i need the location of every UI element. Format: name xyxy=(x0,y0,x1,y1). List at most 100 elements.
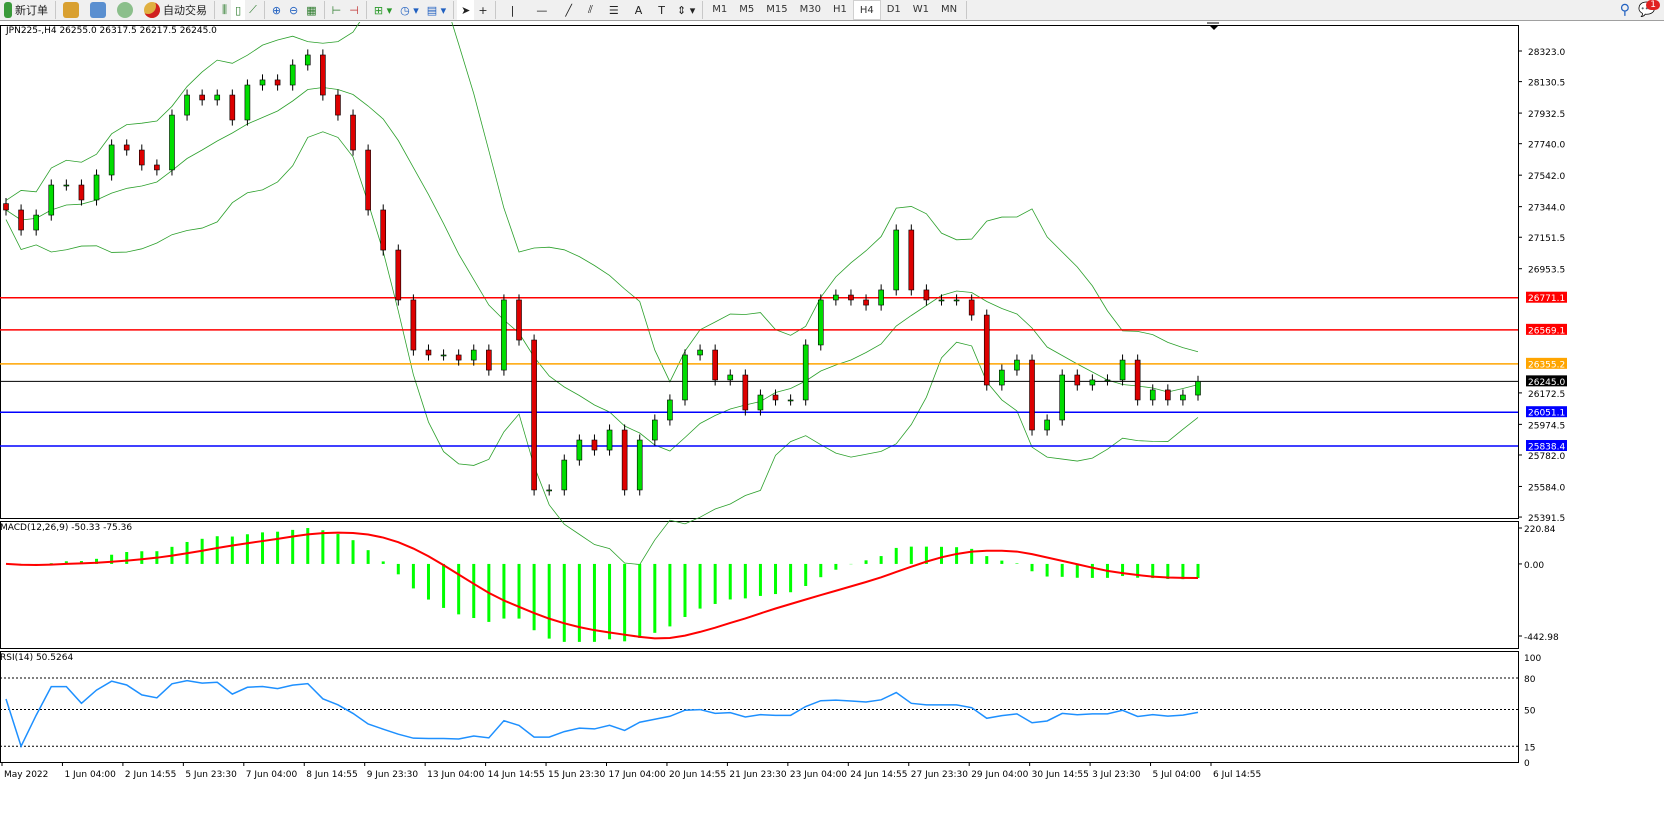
candle xyxy=(245,85,250,120)
bar-chart-icon: ⫼ xyxy=(222,3,227,17)
navigator-button[interactable] xyxy=(86,0,113,20)
timeframe-h4[interactable]: H4 xyxy=(853,0,881,20)
timeframe-h1[interactable]: H1 xyxy=(827,0,853,20)
candle xyxy=(773,395,778,400)
time-label: 14 Jun 14:55 xyxy=(488,770,545,780)
fibonacci-fan-button[interactable]: ☰ xyxy=(601,0,627,20)
price-level-label: 26355.2 xyxy=(1528,360,1565,370)
vertical-line-button[interactable]: | xyxy=(499,0,527,20)
tile-windows-button[interactable]: ▦ xyxy=(302,0,320,20)
timeframe-m1[interactable]: M1 xyxy=(706,0,733,20)
candle xyxy=(396,250,401,300)
time-label: 29 Jun 04:00 xyxy=(971,770,1028,780)
candle xyxy=(305,55,310,65)
candle xyxy=(1120,360,1125,380)
horizontal-line-icon: — xyxy=(536,4,547,17)
candle xyxy=(4,204,9,210)
candle xyxy=(758,395,763,410)
bar-chart-button[interactable]: ⫼ xyxy=(218,0,231,20)
arrows-button[interactable]: ⇕ ▾ xyxy=(673,0,699,20)
new-order-button[interactable]: 新订单 xyxy=(0,0,52,20)
zoom-in-button[interactable]: ⊕ xyxy=(268,0,285,20)
timeframe-mn[interactable]: MN xyxy=(935,0,963,20)
price-level-label: 26051.1 xyxy=(1528,409,1565,419)
cursor-button[interactable]: ➤ xyxy=(457,0,474,20)
candle xyxy=(1105,380,1110,381)
time-label: 6 Jul 14:55 xyxy=(1213,770,1261,780)
timeframe-w1[interactable]: W1 xyxy=(907,0,935,20)
text-icon: A xyxy=(635,4,643,17)
macd-histogram-bar xyxy=(1061,564,1064,577)
macd-histogram-bar xyxy=(125,552,128,564)
market-watch-button[interactable] xyxy=(59,0,86,20)
timeframe-m5[interactable]: M5 xyxy=(733,0,760,20)
time-label: 7 Jun 04:00 xyxy=(246,770,298,780)
candle xyxy=(698,350,703,355)
periods-button[interactable]: ◷ ▾ xyxy=(396,0,423,20)
timeframe-m15[interactable]: M15 xyxy=(760,0,793,20)
search-icon: ⚲ xyxy=(1620,2,1630,18)
zoom-out-icon: ⊖ xyxy=(289,4,298,17)
crosshair-button[interactable]: + xyxy=(474,0,491,20)
candle xyxy=(441,355,446,356)
macd-histogram-bar xyxy=(683,564,686,617)
time-label: 30 Jun 14:55 xyxy=(1032,770,1089,780)
templates-icon: ▤ ▾ xyxy=(427,4,446,17)
time-label: 8 Jun 14:55 xyxy=(306,770,357,780)
separator xyxy=(966,1,967,19)
signals-button[interactable] xyxy=(113,0,140,20)
trendline-button[interactable]: ╱ xyxy=(557,0,580,20)
line-chart-icon: ⟋ xyxy=(249,3,257,17)
candle xyxy=(924,290,929,300)
separator xyxy=(453,1,454,19)
time-label: 27 Jun 23:30 xyxy=(911,770,968,780)
timeframe-m30[interactable]: M30 xyxy=(794,0,827,20)
candle xyxy=(275,80,280,85)
line-chart-button[interactable]: ⟋ xyxy=(245,0,261,20)
indicators-button[interactable]: ⊞ ▾ xyxy=(370,0,396,20)
macd-histogram-bar xyxy=(1197,564,1200,578)
templates-button[interactable]: ▤ ▾ xyxy=(423,0,450,20)
timeframe-d1[interactable]: D1 xyxy=(881,0,907,20)
rsi-tick-label: 50 xyxy=(1524,707,1536,717)
macd-histogram-bar xyxy=(699,564,702,609)
candle xyxy=(169,115,174,170)
time-label: 5 Jul 04:00 xyxy=(1153,770,1202,780)
arrows-icon: ⇕ ▾ xyxy=(677,4,695,17)
candle xyxy=(728,375,733,380)
chart-canvas[interactable]: 28323.028130.527932.527740.027542.027344… xyxy=(0,22,1664,825)
candle xyxy=(562,460,567,490)
price-tick-label: 25584.0 xyxy=(1528,483,1565,493)
horizontal-line-button[interactable]: — xyxy=(526,0,557,20)
auto-trading-button[interactable]: 自动交易 xyxy=(140,0,211,20)
bollinger-middle xyxy=(6,88,1198,451)
macd-histogram-bar xyxy=(608,564,611,639)
macd-histogram-bar xyxy=(1000,561,1003,564)
candle xyxy=(366,150,371,210)
macd-histogram-bar xyxy=(1091,564,1094,578)
macd-histogram-bar xyxy=(910,547,913,564)
macd-histogram-bar xyxy=(533,564,536,630)
macd-histogram-bar xyxy=(774,564,777,594)
fibonacci-icon: ⫽ xyxy=(588,3,593,17)
notifications-button[interactable]: 💬1 xyxy=(1634,0,1664,20)
search-button[interactable]: ⚲ xyxy=(1616,0,1634,20)
separator xyxy=(55,1,56,19)
candle xyxy=(833,295,838,300)
macd-histogram-bar xyxy=(1031,564,1034,571)
text-button[interactable]: A xyxy=(627,0,651,20)
text-label-button[interactable]: T xyxy=(650,0,673,20)
auto-scroll-button[interactable]: ⊢ xyxy=(328,0,346,20)
fibonacci-button[interactable]: ⫽ xyxy=(580,0,601,20)
macd-histogram-bar xyxy=(895,548,898,564)
fibonacci-fan-icon: ☰ xyxy=(609,4,619,17)
chart-shift-button[interactable]: ⊣ xyxy=(345,0,363,20)
crosshair-icon: + xyxy=(478,4,487,17)
zoom-out-button[interactable]: ⊖ xyxy=(285,0,302,20)
rsi-label: RSI(14) 50.5264 xyxy=(0,653,73,663)
candlestick-button[interactable]: ▯ xyxy=(231,0,245,20)
macd-histogram-bar xyxy=(502,564,505,619)
macd-histogram-bar xyxy=(140,551,143,564)
